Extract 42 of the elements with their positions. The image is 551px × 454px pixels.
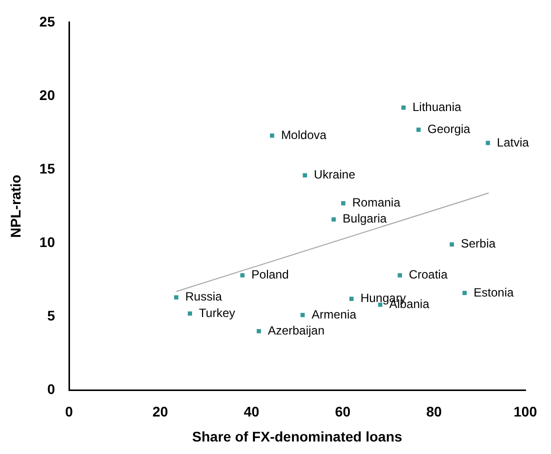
annotation: Romania <box>352 196 401 210</box>
annotation: Ukraine <box>314 168 356 182</box>
y-tick-label: 20 <box>39 86 56 103</box>
point <box>302 173 308 178</box>
annotation: Serbia <box>460 236 496 251</box>
x-tick-label: 20 <box>152 403 168 420</box>
x-tick-label: 60 <box>335 403 351 420</box>
x-tick-label: 100 <box>514 403 538 420</box>
y-axis-title: NPL-ratio <box>7 174 24 238</box>
x-axis-title: Share of FX-denominated loans <box>192 428 402 444</box>
annotation: Latvia <box>496 135 530 150</box>
annotation: Georgia <box>428 122 471 136</box>
point <box>398 273 402 278</box>
point <box>450 242 454 247</box>
x-tick-label: 40 <box>244 403 260 420</box>
annotation: Moldova <box>281 128 327 142</box>
point <box>462 290 467 296</box>
annotation: Armenia <box>312 307 357 322</box>
point <box>332 217 336 222</box>
y-tick-label: 0 <box>47 380 56 397</box>
y-tick-label: 15 <box>39 160 56 176</box>
annotation: Azerbaijan <box>268 323 325 338</box>
y-tick-label: 10 <box>39 234 56 250</box>
x-tick-label: 0 <box>65 403 74 420</box>
point <box>174 295 178 300</box>
x-tick-label: 80 <box>426 403 442 420</box>
point <box>401 106 406 110</box>
annotation: Poland <box>251 268 289 282</box>
annotation: Russia <box>185 290 222 304</box>
annotation: Estonia <box>474 285 514 300</box>
y-tick-label: 25 <box>39 13 56 30</box>
point <box>300 312 305 318</box>
point <box>341 201 346 206</box>
annotation: Bulgaria <box>342 212 388 226</box>
y-tick-label: 5 <box>47 307 56 324</box>
point <box>416 128 421 132</box>
point <box>349 296 354 301</box>
annotation: Lithuania <box>412 100 462 114</box>
annotation: Turkey <box>198 306 236 320</box>
point <box>240 273 245 278</box>
point <box>256 329 261 334</box>
annotation: Croatia <box>408 268 448 282</box>
